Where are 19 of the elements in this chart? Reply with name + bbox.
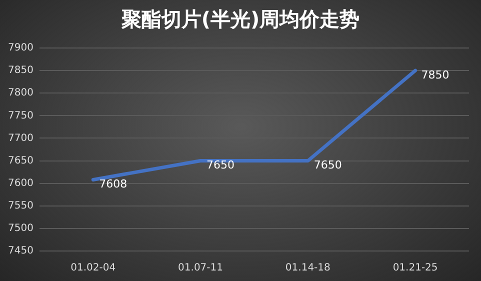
y-tick-label: 7500 bbox=[8, 223, 34, 234]
y-tick-label: 7900 bbox=[8, 42, 34, 54]
y-tick-label: 7550 bbox=[8, 200, 34, 212]
data-label: 7850 bbox=[421, 68, 450, 82]
x-tick-label: 01.02-04 bbox=[70, 262, 116, 274]
y-tick-label: 7600 bbox=[8, 178, 34, 189]
y-tick-label: 7700 bbox=[8, 132, 34, 144]
data-label: 7650 bbox=[206, 158, 235, 172]
data-label: 7650 bbox=[314, 158, 342, 172]
x-tick-label: 01.14-18 bbox=[285, 262, 330, 274]
y-tick-label: 7850 bbox=[8, 65, 34, 76]
x-tick-label: 01.21-25 bbox=[392, 262, 438, 274]
data-label: 7608 bbox=[99, 178, 128, 191]
y-tick-label: 7650 bbox=[8, 155, 34, 166]
y-tick-label: 7450 bbox=[8, 246, 34, 257]
x-tick-label: 01.07-11 bbox=[178, 262, 224, 274]
y-tick-label: 7800 bbox=[8, 88, 34, 99]
chart-title: 聚酯切片(半光)周均价走势 bbox=[120, 6, 361, 33]
y-tick-label: 7750 bbox=[8, 110, 34, 122]
